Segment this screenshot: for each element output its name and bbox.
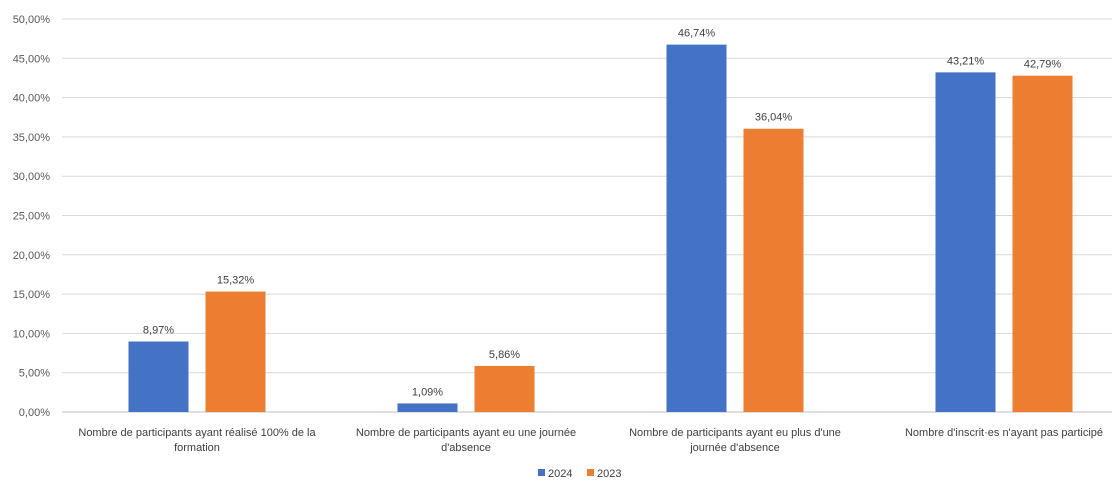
- y-tick-label: 35,00%: [13, 132, 51, 144]
- category-label: Nombre de participants ayant eu une jour…: [356, 427, 576, 439]
- y-tick-label: 5,00%: [19, 368, 50, 380]
- data-label-2024-0: 8,97%: [143, 324, 174, 336]
- legend-label-2024: 2024: [548, 468, 572, 480]
- y-axis: 0,00% 5,00% 10,00% 15,00% 20,00% 25,00% 30,00%…: [13, 14, 51, 419]
- bar-2023-2: [743, 128, 804, 413]
- category-label: Nombre de participants ayant eu plus d'u…: [629, 427, 841, 439]
- bar-2024-2: [666, 44, 727, 413]
- y-tick-label: 25,00%: [13, 211, 51, 223]
- category-label: d'absence: [441, 442, 491, 454]
- bar-2023-3: [1012, 75, 1073, 413]
- data-label-2024-1: 1,09%: [412, 386, 443, 398]
- bar-2023-1: [474, 365, 535, 412]
- y-tick-label: 40,00%: [13, 93, 51, 105]
- bar-2024-1: [397, 403, 458, 412]
- legend: 2024 2023: [538, 468, 621, 480]
- y-tick-label: 0,00%: [19, 407, 50, 419]
- bar-2024-0: [128, 341, 189, 412]
- x-axis: Nombre de participants ayant réalisé 100…: [78, 427, 1103, 454]
- category-label: Nombre d'inscrit·es n'ayant pas particip…: [905, 427, 1103, 439]
- data-label-2023-1: 5,86%: [489, 349, 520, 361]
- category-label: journée d'absence: [689, 442, 780, 454]
- data-labels: 8,97% 15,32% 1,09% 5,86% 46,74% 36,04% 43,21% 4…: [143, 28, 1061, 399]
- category-label: formation: [174, 442, 220, 454]
- legend-swatch-2024: [538, 469, 545, 476]
- bars: [128, 44, 1073, 413]
- legend-label-2023: 2023: [597, 468, 621, 480]
- y-tick-label: 30,00%: [13, 171, 51, 183]
- y-tick-label: 20,00%: [13, 250, 51, 262]
- bar-2024-3: [935, 72, 996, 413]
- y-tick-label: 10,00%: [13, 328, 51, 340]
- data-label-2024-3: 43,21%: [947, 55, 985, 67]
- y-tick-label: 45,00%: [13, 53, 51, 65]
- data-label-2024-2: 46,74%: [678, 28, 716, 40]
- data-label-2023-0: 15,32%: [217, 275, 255, 287]
- data-label-2023-2: 36,04%: [755, 112, 793, 124]
- y-tick-label: 15,00%: [13, 289, 51, 301]
- y-tick-label: 50,00%: [13, 14, 51, 26]
- bar-2023-0: [205, 291, 266, 412]
- legend-swatch-2023: [587, 469, 594, 476]
- category-label: Nombre de participants ayant réalisé 100…: [78, 427, 316, 439]
- data-label-2023-3: 42,79%: [1024, 59, 1062, 71]
